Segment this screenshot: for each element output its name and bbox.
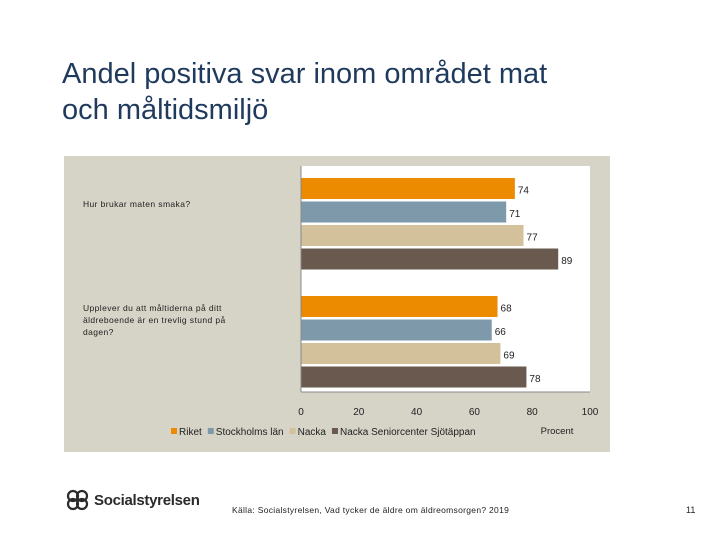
legend-swatch-stockholms-län	[207, 428, 214, 434]
socialstyrelsen-logo: Socialstyrelsen	[66, 489, 200, 511]
data-label-nacka-1: 77	[527, 233, 539, 244]
title-line-2: och måltidsmiljö	[62, 94, 269, 126]
logo-emblem-icon	[66, 489, 89, 511]
x-tick-label-60: 60	[469, 407, 481, 418]
source-note: Källa: Socialstyrelsen, Vad tycker de äl…	[232, 505, 510, 515]
bar-nacka-1	[301, 225, 524, 246]
data-label-riket-1: 74	[518, 186, 530, 197]
x-tick-label-100: 100	[582, 407, 599, 418]
x-axis-label: Procent	[541, 426, 574, 437]
bar-chart: 74 71 77 89 68 66 69 78 0 20 40 60 80 100 Procent Hur b…	[83, 166, 599, 438]
page-number: 11	[686, 505, 696, 515]
legend-label-riket: Riket	[179, 427, 202, 438]
legend-label-nacka: Nacka	[298, 427, 327, 438]
data-label-nacka-2: 69	[503, 351, 515, 362]
bar-stockholms-län-1	[301, 201, 507, 223]
bar-stockholms-län-2	[301, 319, 492, 341]
legend-swatch-nacka	[289, 428, 296, 434]
bar-riket-2	[301, 296, 498, 317]
slide-title: Andel positiva svar inom området mat och…	[62, 56, 702, 128]
bar-riket-1	[301, 178, 515, 199]
legend-swatch-nacka-seniorcenter-sjötäppan	[331, 428, 338, 434]
data-label-nacka-seniorcenter-sjötäppan-1: 89	[561, 256, 573, 267]
chart-panel: 74 71 77 89 68 66 69 78 0 20 40 60 80 100 Procent Hur b…	[64, 156, 610, 452]
category-label-2: Upplever du att måltiderna på ditt äldreb…	[83, 303, 226, 337]
bar-nacka-seniorcenter-sjötäppan-2	[301, 366, 527, 388]
logo-text: Socialstyrelsen	[94, 491, 200, 509]
legend-swatch-riket	[171, 428, 177, 434]
data-label-stockholms-län-1: 71	[509, 209, 521, 220]
bar-nacka-2	[301, 343, 501, 364]
title-line-1: Andel positiva svar inom området mat	[62, 58, 548, 90]
legend-label-stockholms-län: Stockholms län	[216, 427, 284, 438]
category-label-1: Hur brukar maten smaka?	[83, 199, 190, 209]
x-tick-label-0: 0	[298, 407, 304, 418]
data-label-stockholms-län-2: 66	[495, 327, 507, 338]
x-tick-label-80: 80	[527, 407, 539, 418]
bar-nacka-seniorcenter-sjötäppan-1	[301, 248, 559, 270]
data-label-riket-2: 68	[501, 304, 513, 315]
data-label-nacka-seniorcenter-sjötäppan-2: 78	[529, 374, 541, 385]
x-tick-label-20: 20	[353, 407, 365, 418]
legend-label-nacka-seniorcenter-sjötäppan: Nacka Seniorcenter Sjötäppan	[340, 427, 476, 438]
x-tick-label-40: 40	[411, 407, 423, 418]
